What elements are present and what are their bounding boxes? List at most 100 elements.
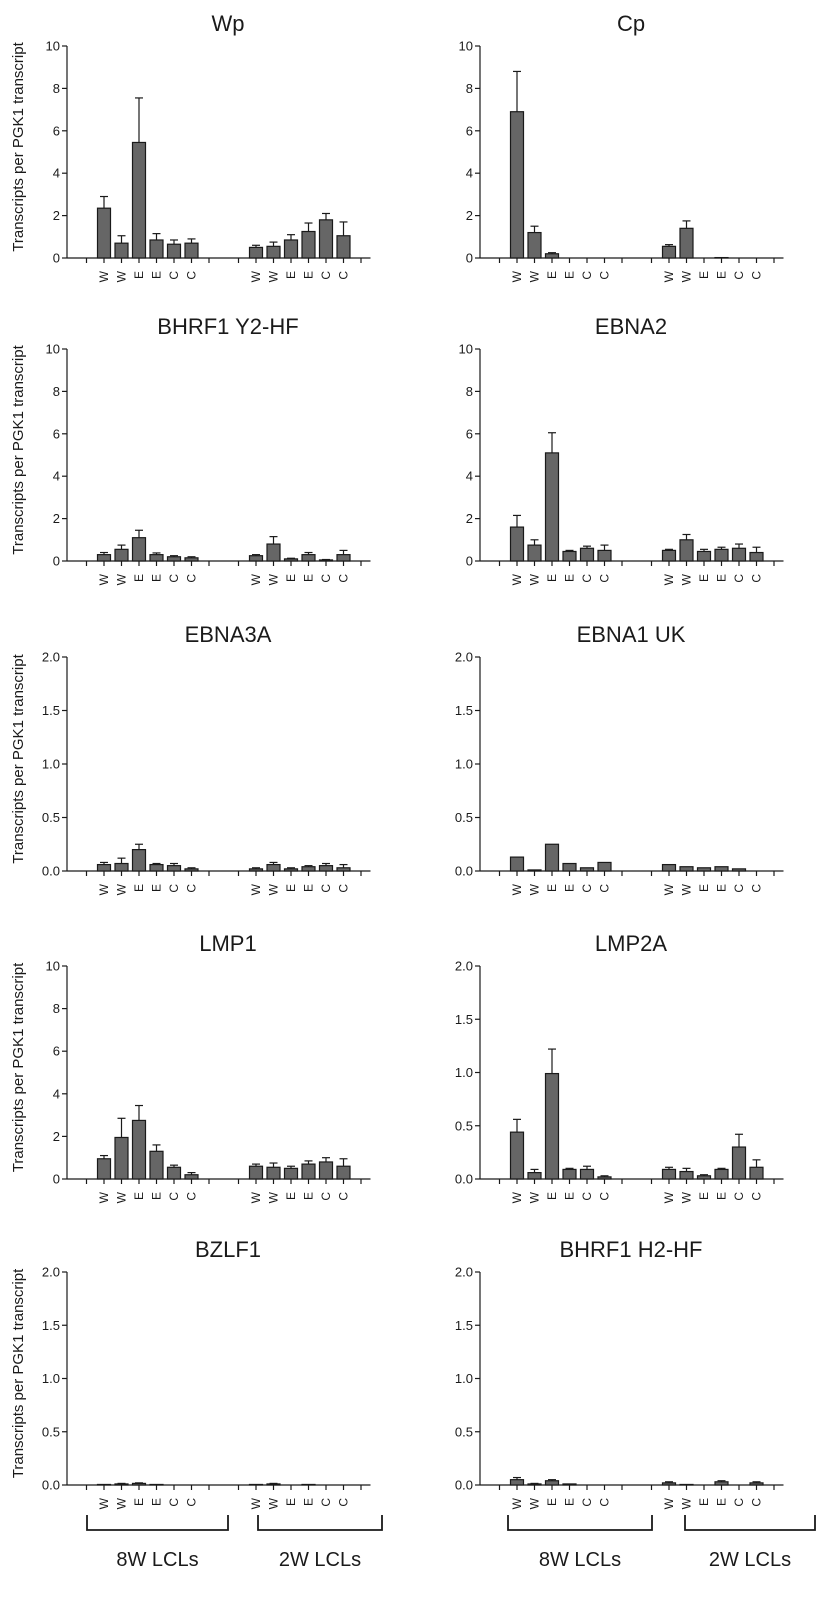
bar [248,246,264,259]
bar [301,1483,316,1486]
bar [661,245,677,259]
category-label: C [167,1192,181,1201]
category-label: W [662,1497,676,1509]
chart-title: Cp [617,11,645,36]
bar [301,554,316,562]
category-label: W [97,1497,111,1509]
bar [527,1483,542,1486]
category-label: W [528,883,542,895]
category-label: W [680,1497,694,1509]
bar [579,867,595,872]
category-label: E [284,884,298,892]
category-label: W [115,270,129,282]
category-label: W [528,1497,542,1509]
category-label: W [680,573,694,585]
category-label: E [150,1498,164,1506]
bar [714,548,729,562]
bar [301,1163,316,1180]
category-label: C [185,1498,199,1507]
category-label: C [732,1192,746,1201]
category-label: W [680,270,694,282]
bar [749,551,764,562]
category-label: W [97,1191,111,1203]
group-label: 2W LCLs [709,1549,791,1571]
category-label: E [132,574,146,582]
bar [336,867,351,872]
category-label: C [598,271,612,280]
category-label: E [150,1192,164,1200]
y-tick-label: 4 [466,166,473,181]
bar [527,544,542,562]
category-label: E [715,884,729,892]
bar [184,557,199,562]
chart-title: BZLF1 [195,1237,261,1262]
category-label: E [545,1192,559,1200]
chart-title: EBNA3A [185,622,272,647]
bar [248,868,264,872]
category-label: C [750,884,764,893]
y-tick-label: 1.0 [42,757,60,772]
bar [318,219,334,259]
chart-title: BHRF1 H2-HF [559,1237,702,1262]
y-tick-label: 0.5 [455,810,473,825]
category-label: C [337,574,351,583]
bar [96,863,112,872]
category-label: W [115,1191,129,1203]
category-label: W [662,573,676,585]
bar [166,243,182,259]
bar [248,1483,264,1486]
category-label: C [167,1498,181,1507]
y-tick-label: 10 [46,959,60,974]
chart-title: EBNA1 UK [577,622,686,647]
category-label: E [302,1498,316,1506]
category-label: E [563,271,577,279]
category-label: E [563,1192,577,1200]
bar [527,1172,542,1180]
bar [166,556,182,562]
bar [679,866,694,872]
y-axis-label: Transcripts per PGK1 transcript [10,41,27,251]
category-label: E [715,574,729,582]
category-label: C [732,884,746,893]
y-tick-label: 6 [466,123,473,138]
y-tick-label: 2 [53,208,60,223]
category-label: C [337,884,351,893]
y-tick-label: 2 [53,511,60,526]
category-label: E [563,1498,577,1506]
bar [544,253,560,259]
category-label: W [249,1497,263,1509]
bar [283,239,299,259]
category-label: E [697,1192,711,1200]
category-label: W [97,573,111,585]
bar [544,1072,560,1180]
category-label: C [750,574,764,583]
category-label: C [337,1498,351,1507]
y-tick-label: 10 [459,39,473,54]
y-tick-label: 0.0 [42,864,60,879]
category-label: W [267,270,281,282]
category-label: E [150,884,164,892]
bar [283,868,299,872]
bar [509,856,525,872]
y-tick-label: 8 [466,384,473,399]
y-tick-label: 4 [53,166,60,181]
y-tick-label: 2.0 [42,650,60,665]
category-label: C [319,1192,333,1201]
category-label: W [680,1191,694,1203]
bar [527,869,542,872]
chart-title: EBNA2 [595,314,667,339]
bar [318,1161,334,1180]
bar [149,554,164,562]
category-label: E [132,884,146,892]
bar [184,868,199,872]
category-label: E [563,884,577,892]
bar [696,867,712,872]
category-label: E [545,574,559,582]
bar [562,862,577,872]
bar [248,555,264,562]
y-axis-label: Transcripts per PGK1 transcript [10,1268,27,1478]
bar [266,1166,281,1180]
category-label: C [580,574,594,583]
category-label: C [167,271,181,280]
y-tick-label: 0 [53,1172,60,1187]
